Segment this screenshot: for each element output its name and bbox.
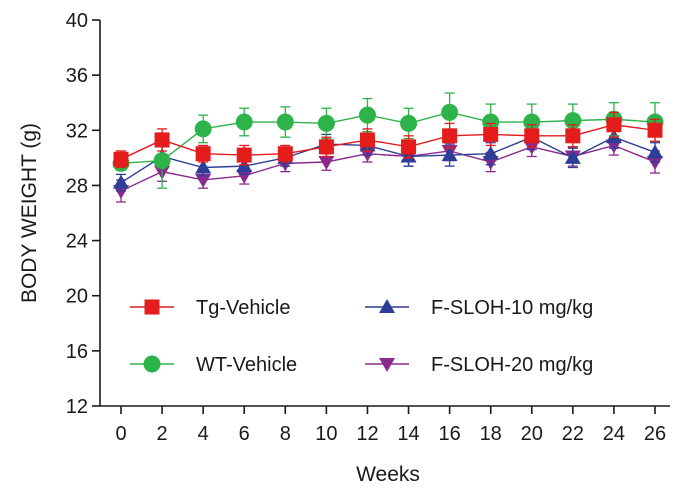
x-tick-label: 22 (562, 423, 584, 445)
x-tick-label: 24 (603, 423, 625, 445)
data-point (400, 114, 418, 132)
data-point (236, 169, 253, 184)
data-point (317, 114, 335, 132)
legend-item: F-SLOH-10 mg/kg (365, 297, 593, 319)
legend-label: Tg-Vehicle (196, 297, 291, 319)
data-point (647, 122, 663, 138)
data-point (359, 132, 375, 148)
data-point (647, 144, 663, 159)
x-tick-label: 12 (356, 423, 378, 445)
data-point (441, 103, 459, 121)
legend-item: Tg-Vehicle (130, 297, 291, 319)
y-tick-label: 16 (66, 341, 88, 363)
legend-label: WT-Vehicle (196, 354, 297, 376)
x-tick-label: 18 (480, 423, 502, 445)
y-tick-label: 28 (66, 175, 88, 197)
series-wt-vehicle (112, 92, 664, 189)
legend-label: F-SLOH-20 mg/kg (431, 354, 593, 376)
data-point (113, 174, 129, 189)
legend-marker (379, 358, 395, 372)
x-tick-label: 8 (280, 423, 291, 445)
data-point (523, 113, 541, 131)
y-tick-label: 12 (66, 396, 88, 418)
legend-label: F-SLOH-10 mg/kg (431, 297, 593, 319)
x-tick-label: 14 (397, 423, 419, 445)
data-point (606, 117, 622, 133)
data-point (195, 146, 211, 162)
y-tick-label: 36 (66, 65, 88, 87)
legend-marker (379, 299, 395, 313)
data-point (441, 147, 458, 162)
x-tick-label: 26 (644, 423, 666, 445)
data-point (276, 113, 294, 131)
series-f-sloh-20-mg-kg (113, 135, 663, 203)
data-point (235, 113, 253, 131)
data-point (442, 128, 458, 144)
data-point (113, 151, 129, 167)
y-tick-label: 24 (66, 231, 88, 253)
data-point (195, 159, 212, 174)
x-tick-label: 20 (521, 423, 543, 445)
x-tick-label: 6 (239, 423, 250, 445)
series-line (120, 136, 656, 184)
y-tick-label: 32 (66, 120, 88, 142)
data-point (277, 146, 293, 162)
legend-item: F-SLOH-20 mg/kg (365, 354, 593, 376)
y-tick-label: 20 (66, 286, 88, 308)
data-point (482, 113, 500, 131)
data-point (647, 155, 663, 170)
data-point (482, 145, 499, 160)
data-point (154, 132, 170, 148)
x-tick-label: 10 (315, 423, 337, 445)
legend-item: WT-Vehicle (130, 354, 297, 376)
series-tg-vehicle (113, 111, 663, 169)
data-point (524, 128, 540, 144)
data-point (194, 120, 212, 138)
data-point (564, 149, 581, 164)
data-point (358, 106, 376, 124)
x-tick-label: 2 (157, 423, 168, 445)
data-point (195, 173, 212, 188)
x-tick-label: 16 (438, 423, 460, 445)
y-tick-label: 40 (66, 10, 88, 32)
data-point (318, 139, 334, 155)
data-point (153, 152, 171, 170)
legend-marker (143, 355, 161, 373)
legend-marker (144, 299, 160, 315)
x-tick-label: 4 (198, 423, 209, 445)
data-point (401, 139, 417, 155)
x-axis-title: Weeks (356, 463, 420, 486)
data-point (236, 147, 252, 163)
data-point (318, 155, 335, 170)
x-tick-label: 0 (115, 423, 126, 445)
data-point (565, 128, 581, 144)
y-axis-title: BODY WEIGHT (g) (18, 123, 41, 303)
data-point (483, 126, 499, 142)
